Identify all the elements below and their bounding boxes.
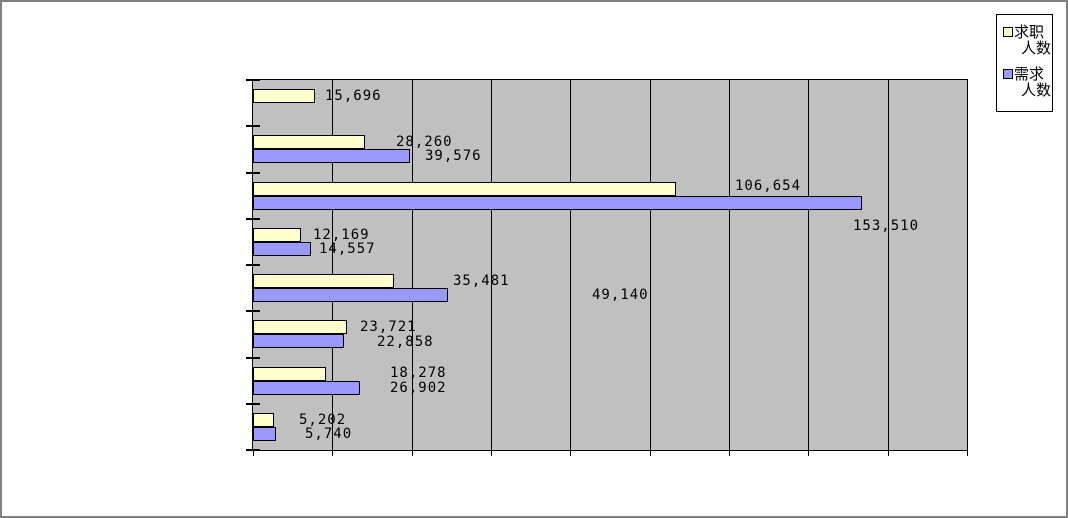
- value-axis-tick: [808, 451, 809, 456]
- bar-demand-cat7: [253, 381, 360, 395]
- bar-demand-cat5: [253, 288, 448, 302]
- value-axis-tick: [491, 451, 492, 456]
- bar-label-job-seekers-cat7: 18,278: [390, 365, 447, 381]
- bar-label-demand-cat8: 5,740: [305, 426, 353, 442]
- legend-label-line1: 需求: [1014, 65, 1045, 83]
- bar-job-seekers-cat7: [253, 367, 326, 381]
- category-axis-tick: [246, 403, 260, 405]
- plot-area: [246, 79, 968, 456]
- bar-label-job-seekers-cat3: 106,654: [735, 178, 802, 194]
- value-axis-tick: [253, 451, 254, 456]
- value-axis-tick: [412, 451, 413, 456]
- value-axis-tick: [967, 451, 968, 456]
- bar-label-demand-cat3: 153,510: [853, 218, 920, 234]
- legend-label-line2: 人数: [1021, 39, 1052, 57]
- bar-demand-cat8: [253, 427, 276, 441]
- legend-swatch-job-seekers-icon: [1003, 27, 1013, 37]
- value-axis-tick: [332, 451, 333, 456]
- bar-job-seekers-cat6: [253, 320, 347, 334]
- gridline: [808, 80, 809, 450]
- legend-label-demand: 需求 人数: [1014, 66, 1051, 98]
- gridline: [491, 80, 492, 450]
- category-axis-tick: [246, 357, 260, 359]
- bar-label-job-seekers-cat4: 12,169: [313, 227, 370, 243]
- bar-job-seekers-cat5: [253, 274, 394, 288]
- bar-label-demand-cat4: 14,557: [319, 241, 376, 257]
- bar-label-job-seekers-cat2: 28,260: [396, 134, 453, 150]
- legend-swatch-demand-icon: [1003, 69, 1013, 79]
- bar-job-seekers-cat8: [253, 413, 274, 427]
- value-axis-tick: [888, 451, 889, 456]
- bar-demand-cat6: [253, 334, 344, 348]
- bar-label-job-seekers-cat8: 5,202: [299, 412, 347, 428]
- gridline: [332, 80, 333, 450]
- category-axis-tick: [246, 449, 260, 451]
- value-axis-tick: [729, 451, 730, 456]
- bar-job-seekers-cat4: [253, 228, 301, 242]
- legend: 求职 人数 需求 人数: [996, 14, 1053, 112]
- bar-job-seekers-cat3: [253, 182, 676, 196]
- bar-job-seekers-cat2: [253, 135, 365, 149]
- gridline: [650, 80, 651, 450]
- bar-label-demand-cat5: 49,140: [592, 287, 649, 303]
- legend-item-job-seekers: 求职 人数: [1003, 24, 1052, 56]
- legend-label-line2: 人数: [1021, 81, 1052, 99]
- bar-label-job-seekers-cat6: 23,721: [360, 319, 417, 335]
- bar-job-seekers-cat1: [253, 89, 315, 103]
- legend-item-demand: 需求 人数: [1003, 66, 1052, 98]
- legend-label-line1: 求职: [1014, 23, 1045, 41]
- category-axis-tick: [246, 310, 260, 312]
- bar-label-job-seekers-cat1: 15,696: [325, 88, 382, 104]
- bar-demand-cat2: [253, 149, 410, 163]
- bar-demand-cat3: [253, 196, 862, 210]
- category-axis-tick: [246, 172, 260, 174]
- gridline: [412, 80, 413, 450]
- category-axis-tick: [246, 264, 260, 266]
- bar-demand-cat4: [253, 242, 311, 256]
- gridline: [729, 80, 730, 450]
- gridline: [888, 80, 889, 450]
- category-axis-tick: [246, 125, 260, 127]
- bar-label-demand-cat6: 22,858: [377, 334, 434, 350]
- value-axis-tick: [570, 451, 571, 456]
- bar-label-demand-cat2: 39,576: [425, 148, 482, 164]
- bar-label-job-seekers-cat5: 35,481: [453, 273, 510, 289]
- gridline: [570, 80, 571, 450]
- value-axis-tick: [650, 451, 651, 456]
- category-axis-tick: [246, 218, 260, 220]
- legend-label-job-seekers: 求职 人数: [1014, 24, 1051, 56]
- category-axis-tick: [246, 79, 260, 81]
- bar-label-demand-cat7: 26,902: [390, 380, 447, 396]
